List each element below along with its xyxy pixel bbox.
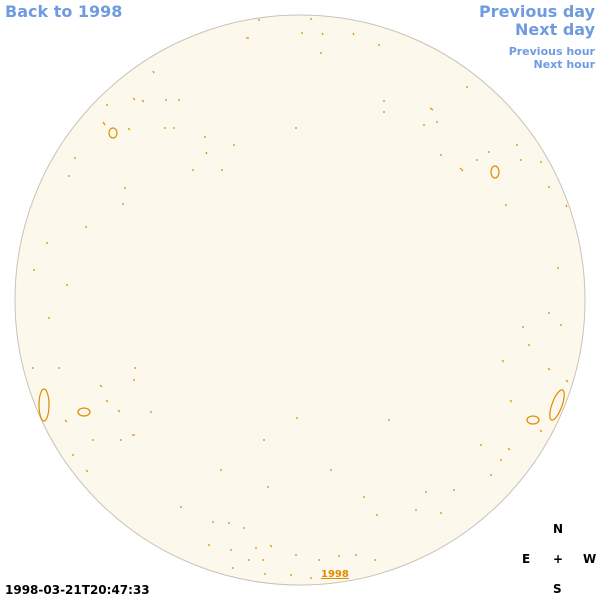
contour-specks	[32, 18, 569, 579]
compass-center: +	[553, 552, 564, 566]
compass-north: N	[553, 522, 564, 536]
next-hour-link[interactable]: Next hour	[533, 58, 596, 71]
timestamp: 1998-03-21T20:47:33	[5, 583, 150, 597]
compass-east: E	[522, 552, 531, 566]
back-link[interactable]: Back to 1998	[5, 2, 123, 21]
contour	[490, 165, 500, 179]
contour	[77, 407, 91, 417]
contour	[38, 388, 50, 422]
year-link[interactable]: 1998	[321, 569, 349, 580]
contour	[549, 389, 565, 421]
contour	[108, 127, 118, 139]
contours	[32, 18, 569, 579]
contour	[526, 415, 540, 425]
previous-hour-link[interactable]: Previous hour	[508, 45, 595, 58]
compass-south: S	[553, 582, 562, 596]
next-day-link[interactable]: Next day	[515, 20, 595, 39]
previous-day-link[interactable]: Previous day	[478, 2, 595, 21]
solar-disk	[14, 14, 586, 586]
compass-west: W	[583, 552, 597, 566]
